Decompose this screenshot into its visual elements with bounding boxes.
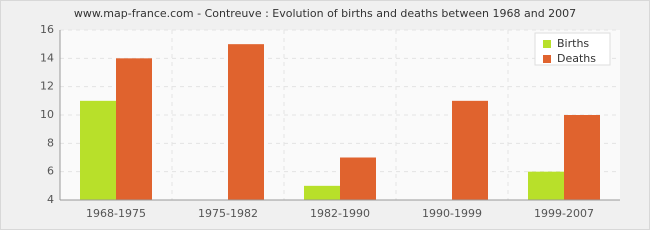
bar (452, 100, 488, 200)
bar (564, 115, 600, 200)
y-tick-label: 4 (47, 193, 54, 206)
bar (80, 100, 116, 200)
x-tick-label: 1999-2007 (534, 207, 594, 220)
legend-swatch (543, 55, 551, 63)
bar (340, 157, 376, 200)
y-tick-label: 16 (40, 23, 54, 36)
x-tick-label: 1982-1990 (310, 207, 370, 220)
chart: www.map-france.com - Contreuve : Evoluti… (0, 0, 650, 230)
bar (528, 171, 564, 200)
legend-label: Deaths (557, 52, 596, 65)
y-tick-label: 8 (47, 136, 54, 149)
bar (116, 58, 152, 201)
bar (304, 185, 340, 200)
legend-label: Births (557, 37, 589, 50)
x-tick-label: 1968-1975 (86, 207, 146, 220)
y-tick-label: 6 (47, 165, 54, 178)
chart-title: www.map-france.com - Contreuve : Evoluti… (74, 7, 576, 20)
bar (228, 44, 264, 200)
y-tick-label: 10 (40, 108, 54, 121)
x-tick-label: 1975-1982 (198, 207, 258, 220)
y-tick-label: 14 (40, 51, 54, 64)
legend-swatch (543, 40, 551, 48)
y-tick-label: 12 (40, 80, 54, 93)
x-tick-label: 1990-1999 (422, 207, 482, 220)
